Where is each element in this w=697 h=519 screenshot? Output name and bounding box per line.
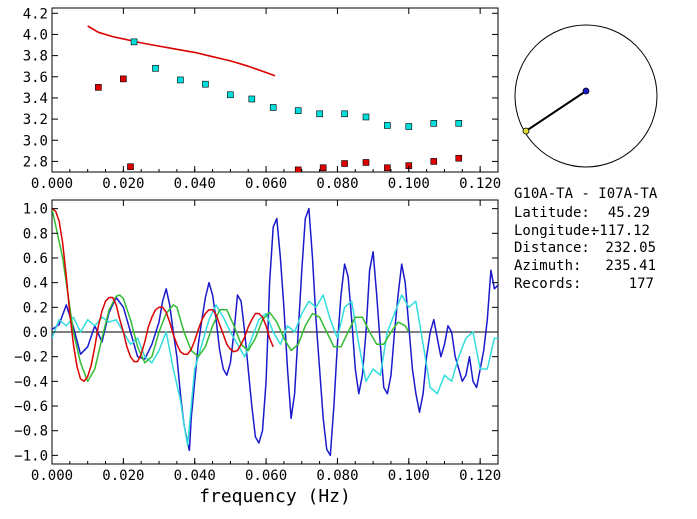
y-tick-label: 3.6 — [23, 70, 48, 86]
dispersion-panel: 0.000 0.020 0.040 0.060 0.080 0.100 0.120 2.8 3.… — [23, 6, 502, 192]
series-line-0 — [52, 207, 498, 457]
x-axis-title: frequency (Hz) — [199, 486, 351, 507]
x-tick-label: 0.080 — [316, 468, 358, 484]
y-tick-label: −0.6 — [14, 399, 48, 415]
x-tick-label: 0.060 — [245, 468, 287, 484]
latitude-label: Latitude: — [514, 205, 590, 221]
x-tick-label: 0.100 — [388, 468, 430, 484]
y-tick-label: 4.0 — [23, 27, 48, 43]
data-point-marker — [227, 91, 234, 99]
plot-area — [87, 25, 463, 172]
y-tick-label: 3.4 — [23, 91, 48, 107]
correlation-series-group — [52, 207, 498, 457]
data-point-marker — [430, 120, 438, 127]
dispersion-plot-frame — [51, 7, 499, 173]
x-tick-label: 0.120 — [459, 468, 501, 484]
data-point-marker — [319, 164, 327, 172]
data-point-marker — [202, 80, 209, 88]
y-tick-label: −0.4 — [14, 374, 48, 390]
data-point-marker — [294, 107, 302, 114]
longitude-value: −117.12 — [591, 223, 650, 239]
distance-value: 232.05 — [605, 240, 656, 256]
series-line-3 — [52, 207, 274, 383]
data-point-marker — [341, 160, 348, 167]
y-tick-label: 0.6 — [23, 251, 48, 267]
data-point-marker — [120, 75, 127, 83]
y-tick-label: 3.2 — [23, 112, 48, 128]
longitude-label: Longitude: — [514, 223, 598, 239]
y-tick-label: −0.8 — [14, 424, 48, 440]
station-pair-label: G10A-TA - I07A-TA — [514, 186, 658, 202]
data-point-marker — [430, 158, 438, 165]
y-tick-label: 3.0 — [23, 133, 48, 149]
x-tick-label: 0.020 — [102, 468, 144, 484]
records-value: 177 — [629, 276, 654, 292]
data-point-marker — [130, 38, 138, 46]
x-tick-label: 0.040 — [174, 176, 216, 192]
dispersion-axis-ticks: 0.000 0.020 0.040 0.060 0.080 0.100 0.120 2.8 3.… — [23, 6, 502, 192]
x-tick-label: 0.020 — [102, 176, 144, 192]
azimuth-end-marker — [522, 127, 530, 135]
data-point-marker — [294, 166, 302, 172]
y-tick-label: 0.0 — [23, 325, 48, 341]
y-tick-label: 0.8 — [23, 226, 48, 242]
data-point-marker — [455, 120, 463, 127]
data-point-marker — [127, 163, 134, 171]
data-point-marker — [384, 164, 391, 172]
x-tick-label: 0.080 — [316, 176, 358, 192]
data-point-marker — [248, 95, 256, 103]
x-tick-label: 0.000 — [31, 176, 73, 192]
y-tick-label: 0.2 — [23, 300, 48, 316]
y-tick-label: 4.2 — [23, 6, 48, 22]
data-point-marker — [341, 110, 348, 118]
x-tick-label: 0.120 — [459, 176, 501, 192]
y-tick-label: −1.0 — [14, 448, 48, 464]
correlation-panel: 0.000 0.020 0.040 0.060 0.080 0.100 0.120 −1.0 −… — [14, 199, 501, 507]
y-tick-label: −0.2 — [14, 350, 48, 366]
x-tick-label: 0.100 — [388, 176, 430, 192]
data-point-marker — [177, 76, 184, 84]
series-line-0 — [87, 25, 276, 77]
data-point-marker — [269, 104, 277, 111]
series-line-2 — [52, 208, 410, 383]
series-line-1 — [52, 294, 498, 447]
y-tick-label: 2.8 — [23, 154, 48, 170]
data-point-marker — [362, 113, 370, 121]
y-tick-label: 1.0 — [23, 202, 48, 218]
correlation-axis-ticks: 0.000 0.020 0.040 0.060 0.080 0.100 0.120 −1.0 −… — [14, 200, 501, 484]
data-point-marker — [95, 84, 102, 91]
station-info-panel: G10A-TA - I07A-TA Latitude: 45.29 Longit… — [514, 186, 658, 292]
station-point-marker — [582, 87, 590, 95]
distance-label: Distance: — [514, 240, 590, 256]
records-label: Records: — [514, 276, 581, 292]
azimuth-compass — [514, 24, 658, 168]
latitude-value: 45.29 — [608, 205, 650, 221]
azimuth-line — [525, 90, 587, 132]
data-point-marker — [362, 159, 370, 166]
dispersion-series-group — [87, 25, 463, 172]
azimuth-label: Azimuth: — [514, 258, 581, 274]
plot-area — [52, 207, 498, 457]
y-tick-label: 0.4 — [23, 276, 48, 292]
data-point-marker — [405, 123, 413, 130]
compass-circle — [514, 24, 658, 168]
x-tick-label: 0.060 — [245, 176, 287, 192]
y-tick-label: 3.8 — [23, 49, 48, 65]
azimuth-value: 235.41 — [605, 258, 656, 274]
data-point-marker — [152, 65, 159, 72]
data-point-marker — [455, 154, 463, 162]
data-point-marker — [384, 122, 391, 129]
data-point-marker — [316, 110, 323, 118]
x-tick-label: 0.000 — [31, 468, 73, 484]
x-tick-label: 0.040 — [174, 468, 216, 484]
